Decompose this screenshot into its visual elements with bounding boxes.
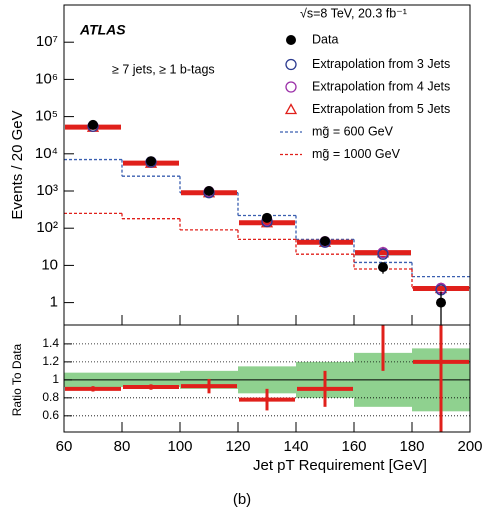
legend-swatch	[284, 103, 298, 115]
legend-label: Data	[312, 32, 338, 46]
x-tick-label: 60	[56, 438, 73, 455]
selection-label: ≥ 7 jets, ≥ 1 b-tags	[112, 62, 215, 76]
y-tick-label: 1.2	[42, 354, 59, 368]
data-point	[204, 186, 214, 197]
legend-label: mg̃ = 600 GeV	[312, 124, 394, 138]
x-tick-label: 200	[457, 438, 482, 455]
y-tick-label: 10⁵	[35, 108, 58, 125]
caption: (b)	[233, 491, 251, 508]
y-tick-label: 1	[52, 372, 59, 386]
y-tick-label: 0.8	[42, 390, 59, 404]
ratio-axis-label: Ratio To Data	[10, 343, 24, 416]
x-tick-label: 120	[225, 438, 250, 455]
data-point	[378, 262, 388, 273]
y-tick-label: 10³	[36, 182, 58, 199]
y-tick-label: 0.6	[42, 408, 59, 422]
data-point	[377, 248, 389, 260]
x-tick-label: 100	[167, 438, 192, 455]
y-tick-label: 1.4	[42, 336, 59, 350]
experiment-label: ATLAS	[79, 22, 126, 38]
x-tick-label: 140	[283, 438, 308, 455]
ratio-plot	[64, 325, 470, 432]
y-tick-label: 10⁶	[35, 70, 58, 87]
main-plot	[64, 119, 470, 325]
data-point	[436, 297, 446, 308]
y-tick-label: 10²	[36, 219, 58, 236]
legend-label: Extrapolation from 4 Jets	[312, 79, 450, 93]
y-tick-label: 1	[50, 294, 58, 311]
lower-frame	[63, 324, 471, 433]
legend-label: mg̃ = 1000 GeV	[312, 147, 401, 161]
y-tick-label: 10⁷	[36, 33, 58, 50]
legend-label: Extrapolation from 3 Jets	[312, 57, 450, 71]
data-point	[376, 246, 390, 258]
legend-swatch	[286, 35, 296, 45]
data-point	[88, 119, 98, 130]
y-axis-label: Events / 20 GeV	[9, 110, 26, 219]
legend-label: Extrapolation from 5 Jets	[312, 102, 450, 116]
y-tick-label: 10⁴	[35, 145, 58, 162]
x-tick-label: 160	[341, 438, 366, 455]
data-point	[320, 236, 330, 247]
x-tick-label: 180	[399, 438, 424, 455]
y-tick-label: 10	[41, 256, 58, 273]
legend-swatch	[285, 58, 297, 71]
x-tick-label: 80	[114, 438, 131, 455]
data-point	[146, 156, 156, 167]
energy-label: √s=8 TeV, 20.3 fb⁻¹	[300, 6, 407, 20]
legend-swatch	[285, 81, 297, 93]
x-axis-label: Jet pT Requirement [GeV]	[253, 457, 427, 474]
data-point	[262, 212, 272, 223]
